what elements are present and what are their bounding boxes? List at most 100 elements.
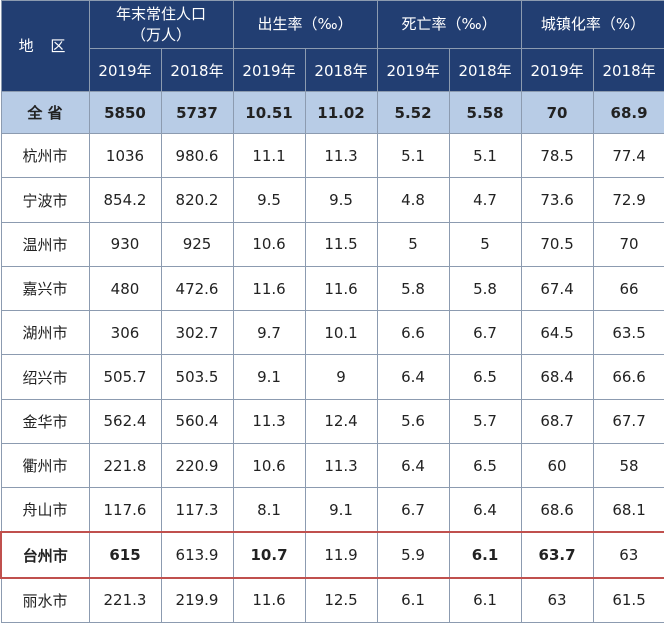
region-name: 绍兴市 — [0, 354, 90, 400]
table-cell: 63 — [520, 577, 594, 623]
table-cell: 562.4 — [88, 398, 162, 444]
table-row: 绍兴市 505.7 503.5 9.1 9 6.4 6.5 68.4 66.6 — [0, 354, 664, 400]
table-cell: 11.6 — [232, 577, 306, 623]
table-cell: 5.58 — [448, 90, 522, 135]
table-cell: 9.1 — [232, 354, 306, 400]
table-cell: 4.8 — [376, 177, 450, 223]
table-cell: 77.4 — [592, 133, 664, 179]
table-cell: 60 — [520, 442, 594, 489]
table-cell: 5.1 — [376, 133, 450, 179]
table-cell: 63.7 — [520, 531, 594, 579]
table-cell: 12.4 — [304, 398, 378, 444]
table-cell: 11.5 — [304, 221, 378, 267]
table-cell: 70.5 — [520, 221, 594, 267]
table-cell: 615 — [88, 531, 162, 579]
table-cell: 66.6 — [592, 354, 664, 400]
table-cell: 505.7 — [88, 354, 162, 400]
table-cell: 6.7 — [448, 310, 522, 356]
highlighted-row-taizhou: 台州市 615 613.9 10.7 11.9 5.9 6.1 63.7 63 — [0, 531, 664, 579]
year-header: 2019年 — [520, 48, 594, 92]
table-cell: 11.6 — [232, 265, 306, 312]
table-cell: 11.1 — [232, 133, 306, 179]
table-cell: 220.9 — [160, 442, 234, 489]
table-cell: 472.6 — [160, 265, 234, 312]
table-cell: 10.6 — [232, 221, 306, 267]
table-cell: 11.3 — [304, 442, 378, 489]
table-cell: 221.8 — [88, 442, 162, 489]
table-cell: 6.1 — [448, 577, 522, 623]
table-cell: 5.1 — [448, 133, 522, 179]
table-cell: 58 — [592, 442, 664, 489]
table-cell: 221.3 — [88, 577, 162, 623]
table-cell: 11.9 — [304, 531, 378, 579]
region-name: 全 省 — [0, 90, 90, 135]
table-row: 衢州市 221.8 220.9 10.6 11.3 6.4 6.5 60 58 — [0, 442, 664, 489]
year-header: 2018年 — [304, 48, 378, 92]
table-cell: 10.51 — [232, 90, 306, 135]
header-row-groups: 地 区 年末常住人口 （万人） 出生率（‰） 死亡率（‰） 城镇化率（%） — [0, 0, 664, 92]
table-cell: 5 — [448, 221, 522, 267]
year-header: 2018年 — [160, 48, 234, 92]
header-row-years: 2019年 2018年 2019年 2018年 2019年 2018年 2019… — [1, 48, 664, 92]
table-cell: 6.1 — [376, 577, 450, 623]
region-name: 台州市 — [0, 531, 90, 579]
table-cell: 6.4 — [448, 487, 522, 533]
table-cell: 117.3 — [160, 487, 234, 533]
region-name: 嘉兴市 — [0, 265, 90, 312]
table-cell: 980.6 — [160, 133, 234, 179]
table-cell: 68.7 — [520, 398, 594, 444]
table-row: 温州市 930 925 10.6 11.5 5 5 70.5 70 — [0, 221, 664, 267]
table-cell: 6.6 — [376, 310, 450, 356]
table-cell: 5850 — [88, 90, 162, 135]
table-cell: 925 — [160, 221, 234, 267]
region-name: 舟山市 — [0, 487, 90, 533]
table-cell: 68.6 — [520, 487, 594, 533]
table-cell: 480 — [88, 265, 162, 312]
table-row: 金华市 562.4 560.4 11.3 12.4 5.6 5.7 68.7 6… — [0, 398, 664, 444]
table-cell: 1036 — [88, 133, 162, 179]
table-cell: 9 — [304, 354, 378, 400]
table-cell: 6.4 — [376, 354, 450, 400]
table-cell: 9.1 — [304, 487, 378, 533]
region-name: 丽水市 — [0, 577, 90, 623]
table-cell: 6.1 — [448, 531, 522, 579]
table-cell: 72.9 — [592, 177, 664, 223]
table-cell: 10.6 — [232, 442, 306, 489]
table-cell: 8.1 — [232, 487, 306, 533]
table-cell: 5.8 — [376, 265, 450, 312]
table-row: 宁波市 854.2 820.2 9.5 9.5 4.8 4.7 73.6 72.… — [0, 177, 664, 223]
table-cell: 68.9 — [592, 90, 664, 135]
table-cell: 63.5 — [592, 310, 664, 356]
region-name: 温州市 — [0, 221, 90, 267]
year-header: 2018年 — [448, 48, 522, 92]
region-name: 宁波市 — [0, 177, 90, 223]
region-name: 杭州市 — [0, 133, 90, 179]
region-name: 衢州市 — [0, 442, 90, 489]
table-row: 丽水市 221.3 219.9 11.6 12.5 6.1 6.1 63 61.… — [0, 577, 664, 623]
table-cell: 10.1 — [304, 310, 378, 356]
table-cell: 854.2 — [88, 177, 162, 223]
table-cell: 6.4 — [376, 442, 450, 489]
table-cell: 11.3 — [304, 133, 378, 179]
table-cell: 73.6 — [520, 177, 594, 223]
region-name: 湖州市 — [0, 310, 90, 356]
table-cell: 6.5 — [448, 442, 522, 489]
table-row: 舟山市 117.6 117.3 8.1 9.1 6.7 6.4 68.6 68.… — [0, 487, 664, 533]
table-cell: 503.5 — [160, 354, 234, 400]
year-header: 2018年 — [592, 48, 664, 92]
table-cell: 613.9 — [160, 531, 234, 579]
urbanization-group-header: 城镇化率（%） — [520, 0, 664, 49]
table-cell: 63 — [592, 531, 664, 579]
table-cell: 67.7 — [592, 398, 664, 444]
table-cell: 4.7 — [448, 177, 522, 223]
table-cell: 6.5 — [448, 354, 522, 400]
table-cell: 70 — [520, 90, 594, 135]
table-cell: 68.4 — [520, 354, 594, 400]
year-header: 2019年 — [232, 48, 306, 92]
table-row: 湖州市 306 302.7 9.7 10.1 6.6 6.7 64.5 63.5 — [0, 310, 664, 356]
table-row: 杭州市 1036 980.6 11.1 11.3 5.1 5.1 78.5 77… — [0, 133, 664, 179]
table-cell: 64.5 — [520, 310, 594, 356]
table-cell: 9.5 — [304, 177, 378, 223]
table-cell: 70 — [592, 221, 664, 267]
